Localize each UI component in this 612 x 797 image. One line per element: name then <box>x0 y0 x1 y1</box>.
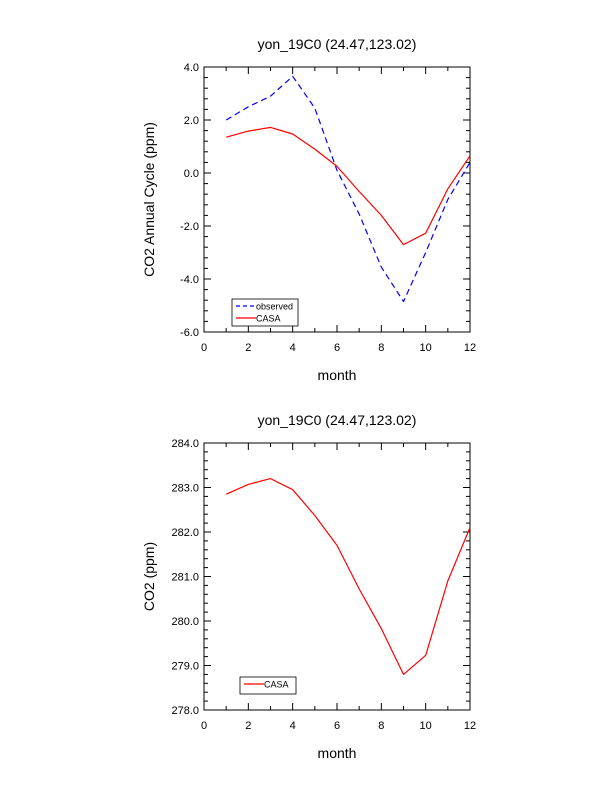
x-tick-label: 8 <box>378 720 384 732</box>
y-tick-label: 283.0 <box>171 483 199 495</box>
x-tick-label: 10 <box>420 720 432 732</box>
x-tick-label: 0 <box>201 720 207 732</box>
y-tick-label: -6.0 <box>180 327 199 339</box>
y-tick-label: 284.0 <box>171 438 199 450</box>
y-tick-label: -2.0 <box>180 221 199 233</box>
x-tick-label: 4 <box>290 720 296 732</box>
legend-label-observed: observed <box>256 302 293 312</box>
y-tick-label: 281.0 <box>171 572 199 584</box>
x-tick-label: 6 <box>334 342 340 354</box>
x-tick-label: 0 <box>201 342 207 354</box>
legend-label-casa: CASA <box>264 680 289 690</box>
x-tick-label: 12 <box>464 720 476 732</box>
y-tick-label: 0.0 <box>184 168 199 180</box>
series-line-casa <box>226 479 470 675</box>
plot-area <box>204 443 470 710</box>
x-tick-label: 8 <box>378 342 384 354</box>
x-tick-label: 4 <box>290 342 296 354</box>
legend: observed CASA <box>232 299 298 326</box>
y-tick-label: -4.0 <box>180 274 199 286</box>
chart-title: yon_19C0 (24.47,123.02) <box>258 36 417 52</box>
y-tick-label: 4.0 <box>184 62 199 74</box>
y-axis-label: CO2 Annual Cycle (ppm) <box>141 122 157 277</box>
x-tick-label: 2 <box>245 342 251 354</box>
chart-panel-1: yon_19C0 (24.47,123.02) 0 2 4 6 8 10 12 -6.0 -4.0… <box>141 36 476 383</box>
y-tick-label: 278.0 <box>171 705 199 717</box>
x-axis-label: month <box>318 745 357 761</box>
x-axis-label: month <box>318 367 357 383</box>
series-line-casa <box>226 127 470 244</box>
y-tick-label: 2.0 <box>184 115 199 127</box>
x-tick-label: 12 <box>464 342 476 354</box>
y-tick-label: 279.0 <box>171 661 199 673</box>
chart-title: yon_19C0 (24.47,123.02) <box>258 412 417 428</box>
y-axis-label: CO2 (ppm) <box>141 542 157 611</box>
x-tick-label: 6 <box>334 720 340 732</box>
legend: CASA <box>240 677 296 694</box>
y-tick-label: 282.0 <box>171 527 199 539</box>
x-tick-label: 2 <box>245 720 251 732</box>
legend-label-casa: CASA <box>256 314 281 324</box>
series-line-observed <box>226 76 470 301</box>
y-tick-label: 280.0 <box>171 616 199 628</box>
chart-panel-2: yon_19C0 (24.47,123.02) 0 2 4 6 8 10 12 278.0 279… <box>141 412 476 761</box>
plot-area <box>204 67 470 332</box>
x-tick-label: 10 <box>420 342 432 354</box>
